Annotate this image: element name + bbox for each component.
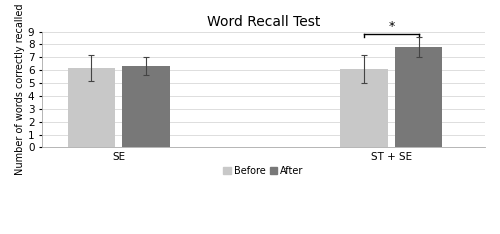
- Legend: Before, After: Before, After: [220, 162, 308, 180]
- Title: Word Recall Test: Word Recall Test: [207, 15, 320, 29]
- Bar: [394, 47, 442, 147]
- Bar: [68, 68, 116, 147]
- Bar: [340, 69, 388, 147]
- Text: *: *: [388, 20, 394, 33]
- Bar: [122, 66, 170, 147]
- Y-axis label: Number of words correctly recalled: Number of words correctly recalled: [15, 4, 25, 175]
